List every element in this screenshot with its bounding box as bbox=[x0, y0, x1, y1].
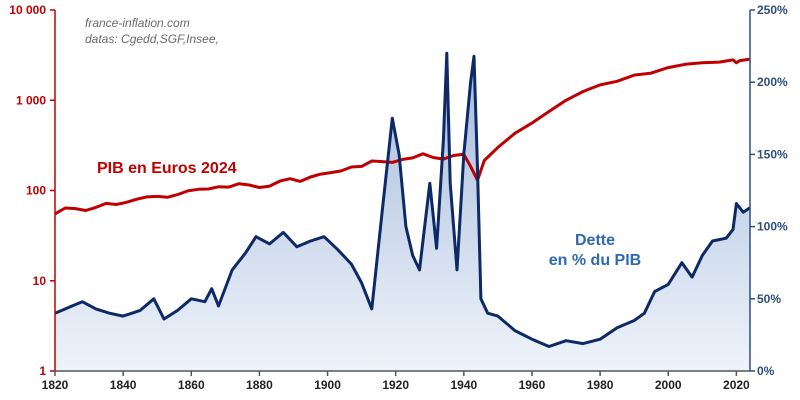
x-tick-label: 2000 bbox=[655, 378, 682, 392]
pib-series-line bbox=[54, 57, 751, 216]
x-tick-label: 1980 bbox=[587, 378, 614, 392]
x-tick-label: 1840 bbox=[110, 378, 137, 392]
source-line-1: france-inflation.com bbox=[85, 16, 190, 30]
right-tick-label: 0% bbox=[757, 364, 775, 378]
right-axis-ticks: 0% 50% 100% 150% 200% 250% bbox=[750, 3, 788, 378]
right-tick-label: 150% bbox=[757, 147, 788, 161]
debt-area-fill bbox=[55, 53, 750, 372]
pib-series-label: PIB en Euros 2024 bbox=[97, 160, 237, 177]
x-tick-label: 1820 bbox=[42, 378, 69, 392]
left-tick-label: 10 bbox=[33, 274, 47, 288]
x-tick-label: 1920 bbox=[382, 378, 409, 392]
left-tick-label: 1 bbox=[39, 364, 46, 378]
right-tick-label: 250% bbox=[757, 3, 788, 17]
x-axis-ticks: 1820 1840 1860 1880 1900 1920 1940 1960 1980 2000… bbox=[42, 371, 750, 392]
x-tick-label: 1880 bbox=[246, 378, 273, 392]
right-tick-label: 200% bbox=[757, 75, 788, 89]
x-tick-label: 1960 bbox=[519, 378, 546, 392]
source-line-2: datas: Cgedd,SGF,Insee, bbox=[85, 32, 219, 46]
left-tick-label: 100 bbox=[26, 184, 46, 198]
x-tick-label: 1860 bbox=[178, 378, 205, 392]
right-tick-label: 50% bbox=[757, 292, 781, 306]
x-tick-label: 2020 bbox=[723, 378, 750, 392]
debt-series-label-line-2: en % du PIB bbox=[549, 252, 641, 269]
left-tick-label: 10 000 bbox=[9, 3, 46, 17]
left-tick-label: 1 000 bbox=[16, 93, 46, 107]
debt-series-line bbox=[54, 51, 751, 348]
left-axis-ticks: 1 10 100 1 000 10 000 bbox=[9, 3, 55, 378]
x-tick-label: 1940 bbox=[450, 378, 477, 392]
debt-series-label-line-1: Dette bbox=[575, 232, 615, 249]
right-tick-label: 100% bbox=[757, 220, 788, 234]
x-tick-label: 1900 bbox=[314, 378, 341, 392]
